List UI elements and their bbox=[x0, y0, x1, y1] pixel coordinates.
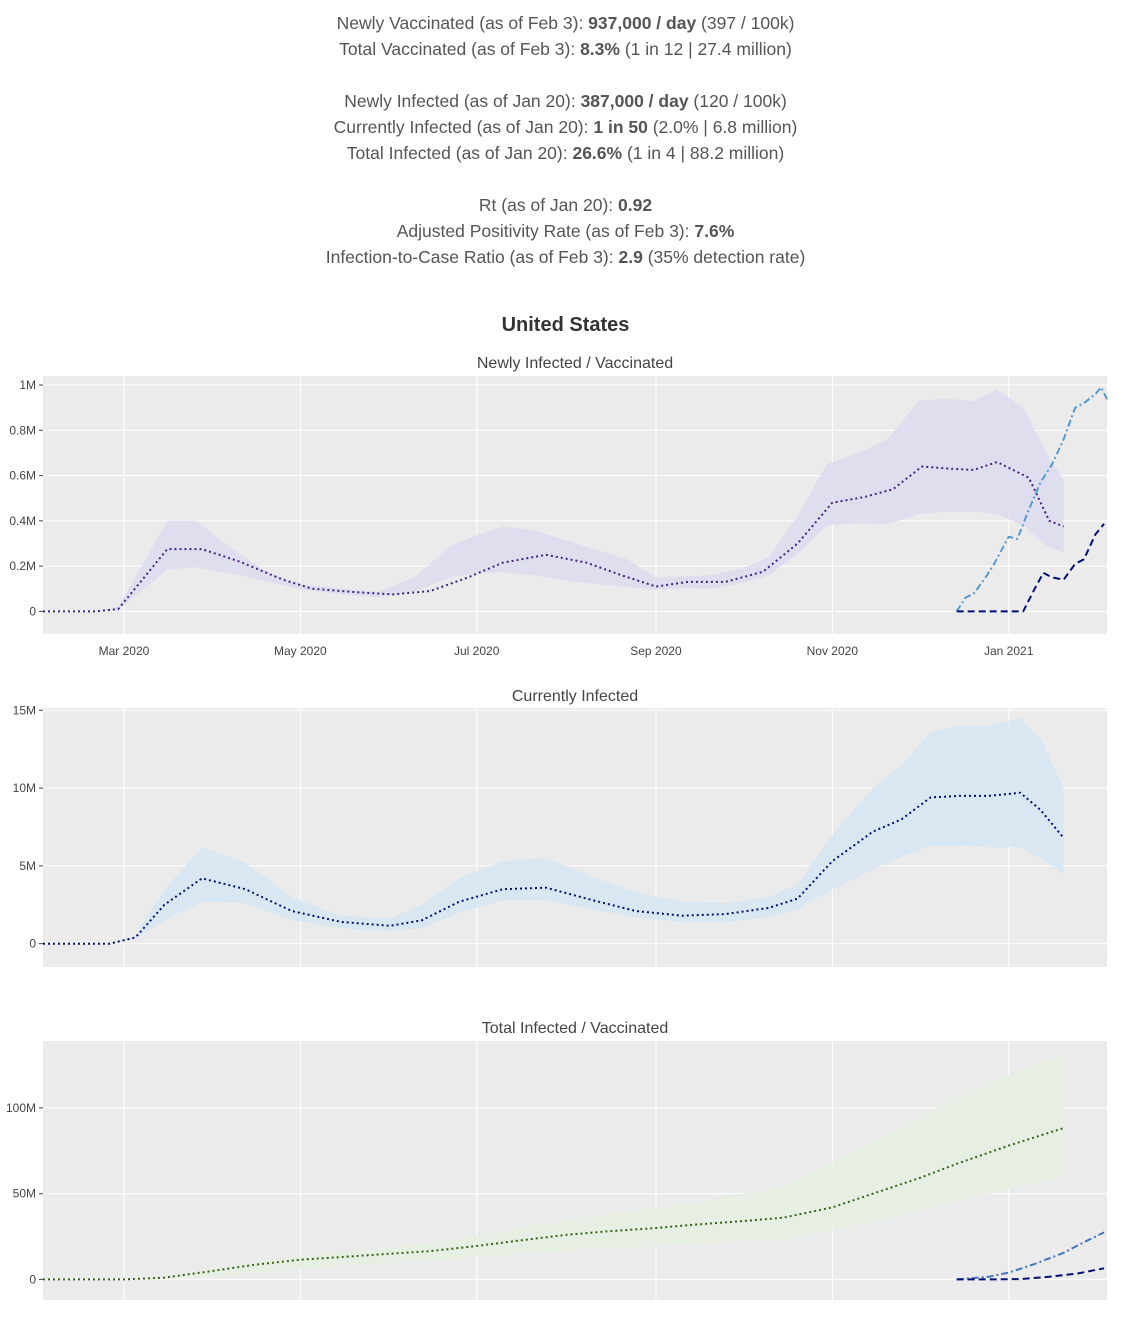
stat-line: Newly Vaccinated (as of Feb 3): 937,000 … bbox=[0, 10, 1131, 36]
stat-extra: (2.0% | 6.8 million) bbox=[647, 117, 798, 137]
y-tick-label: 5M bbox=[19, 859, 36, 873]
y-tick-label: 0.4M bbox=[9, 514, 36, 528]
stat-label: Infection-to-Case Ratio (as of Feb 3): bbox=[325, 247, 619, 267]
x-tick-label: Sep 2020 bbox=[630, 644, 682, 658]
stat-label: Adjusted Positivity Rate (as of Feb 3): bbox=[396, 221, 695, 241]
y-tick-label: 0 bbox=[29, 937, 36, 951]
stat-extra: (1 in 12 | 27.4 million) bbox=[619, 39, 792, 59]
stat-value: 387,000 / day bbox=[580, 91, 689, 111]
stat-line: Total Vaccinated (as of Feb 3): 8.3% (1 … bbox=[0, 36, 1131, 62]
stat-value: 937,000 / day bbox=[588, 13, 697, 33]
series-line bbox=[956, 1267, 1105, 1281]
stat-line: Newly Infected (as of Jan 20): 387,000 /… bbox=[0, 88, 1131, 114]
series-line bbox=[955, 386, 1108, 612]
x-tick-label: May 2020 bbox=[274, 644, 327, 658]
y-tick-label: 10M bbox=[13, 781, 36, 795]
x-tick-label: Mar 2020 bbox=[99, 644, 150, 658]
stat-value: 1 in 50 bbox=[593, 117, 648, 137]
stat-line: Total Infected (as of Jan 20): 26.6% (1 … bbox=[0, 140, 1131, 166]
confidence-band bbox=[43, 389, 1064, 612]
y-tick-label: 0.2M bbox=[9, 559, 36, 573]
x-tick-label: Jul 2020 bbox=[454, 644, 500, 658]
confidence-band bbox=[43, 718, 1064, 944]
stat-line: Rt (as of Jan 20): 0.92 bbox=[0, 192, 1131, 218]
y-tick-label: 0.6M bbox=[9, 469, 36, 483]
stat-label: Currently Infected (as of Jan 20): bbox=[333, 117, 594, 137]
y-tick-label: 0 bbox=[29, 1272, 36, 1286]
stat-line: Adjusted Positivity Rate (as of Feb 3): … bbox=[0, 218, 1131, 244]
y-tick-label: 15M bbox=[13, 703, 36, 717]
chart-title: Newly Infected / Vaccinated bbox=[477, 355, 673, 372]
stat-value: 7.6% bbox=[694, 221, 735, 241]
stat-line: Currently Infected (as of Jan 20): 1 in … bbox=[0, 114, 1131, 140]
stat-value: 2.9 bbox=[618, 247, 643, 267]
chart-panel: Total Infected / Vaccinated 0 50M 100M bbox=[6, 1020, 1107, 1300]
stat-extra: (120 / 100k) bbox=[688, 91, 787, 111]
stat-line: Infection-to-Case Ratio (as of Feb 3): 2… bbox=[0, 244, 1131, 270]
page-title: United States bbox=[501, 314, 630, 336]
stat-value: 8.3% bbox=[580, 39, 620, 59]
stats-summary: Newly Vaccinated (as of Feb 3): 937,000 … bbox=[0, 10, 1131, 270]
y-tick-label: 100M bbox=[6, 1101, 36, 1115]
stat-value: 26.6% bbox=[572, 143, 623, 163]
chart-title: Currently Infected bbox=[512, 688, 638, 705]
series-line bbox=[43, 1127, 1064, 1281]
confidence-band bbox=[43, 1053, 1064, 1280]
stat-extra: (397 / 100k) bbox=[696, 13, 795, 33]
x-tick-label: Nov 2020 bbox=[807, 644, 859, 658]
x-tick-label: Jan 2021 bbox=[984, 644, 1034, 658]
stat-label: Newly Infected (as of Jan 20): bbox=[344, 91, 581, 111]
stat-label: Newly Vaccinated (as of Feb 3): bbox=[336, 13, 589, 33]
series-line bbox=[956, 523, 1105, 613]
stat-label: Rt (as of Jan 20): bbox=[478, 195, 619, 215]
y-tick-label: 0 bbox=[29, 604, 36, 618]
stat-value: 0.92 bbox=[618, 195, 653, 215]
chart-panel: Newly Infected / Vaccinated Mar 2020 May 2… bbox=[9, 355, 1108, 658]
y-tick-label: 50M bbox=[13, 1187, 36, 1201]
stat-extra: (1 in 4 | 88.2 million) bbox=[622, 143, 785, 163]
stat-extra: (35% detection rate) bbox=[642, 247, 806, 267]
stat-label: Total Vaccinated (as of Feb 3): bbox=[339, 39, 581, 59]
series-line bbox=[956, 1231, 1105, 1281]
chart-title: Total Infected / Vaccinated bbox=[482, 1020, 668, 1037]
chart-panel: Currently Infected 0 5M 10M 15M bbox=[13, 688, 1107, 967]
series-line bbox=[43, 791, 1065, 945]
y-tick-label: 1M bbox=[19, 378, 36, 392]
y-tick-label: 0.8M bbox=[9, 423, 36, 437]
stat-label: Total Infected (as of Jan 20): bbox=[346, 143, 573, 163]
